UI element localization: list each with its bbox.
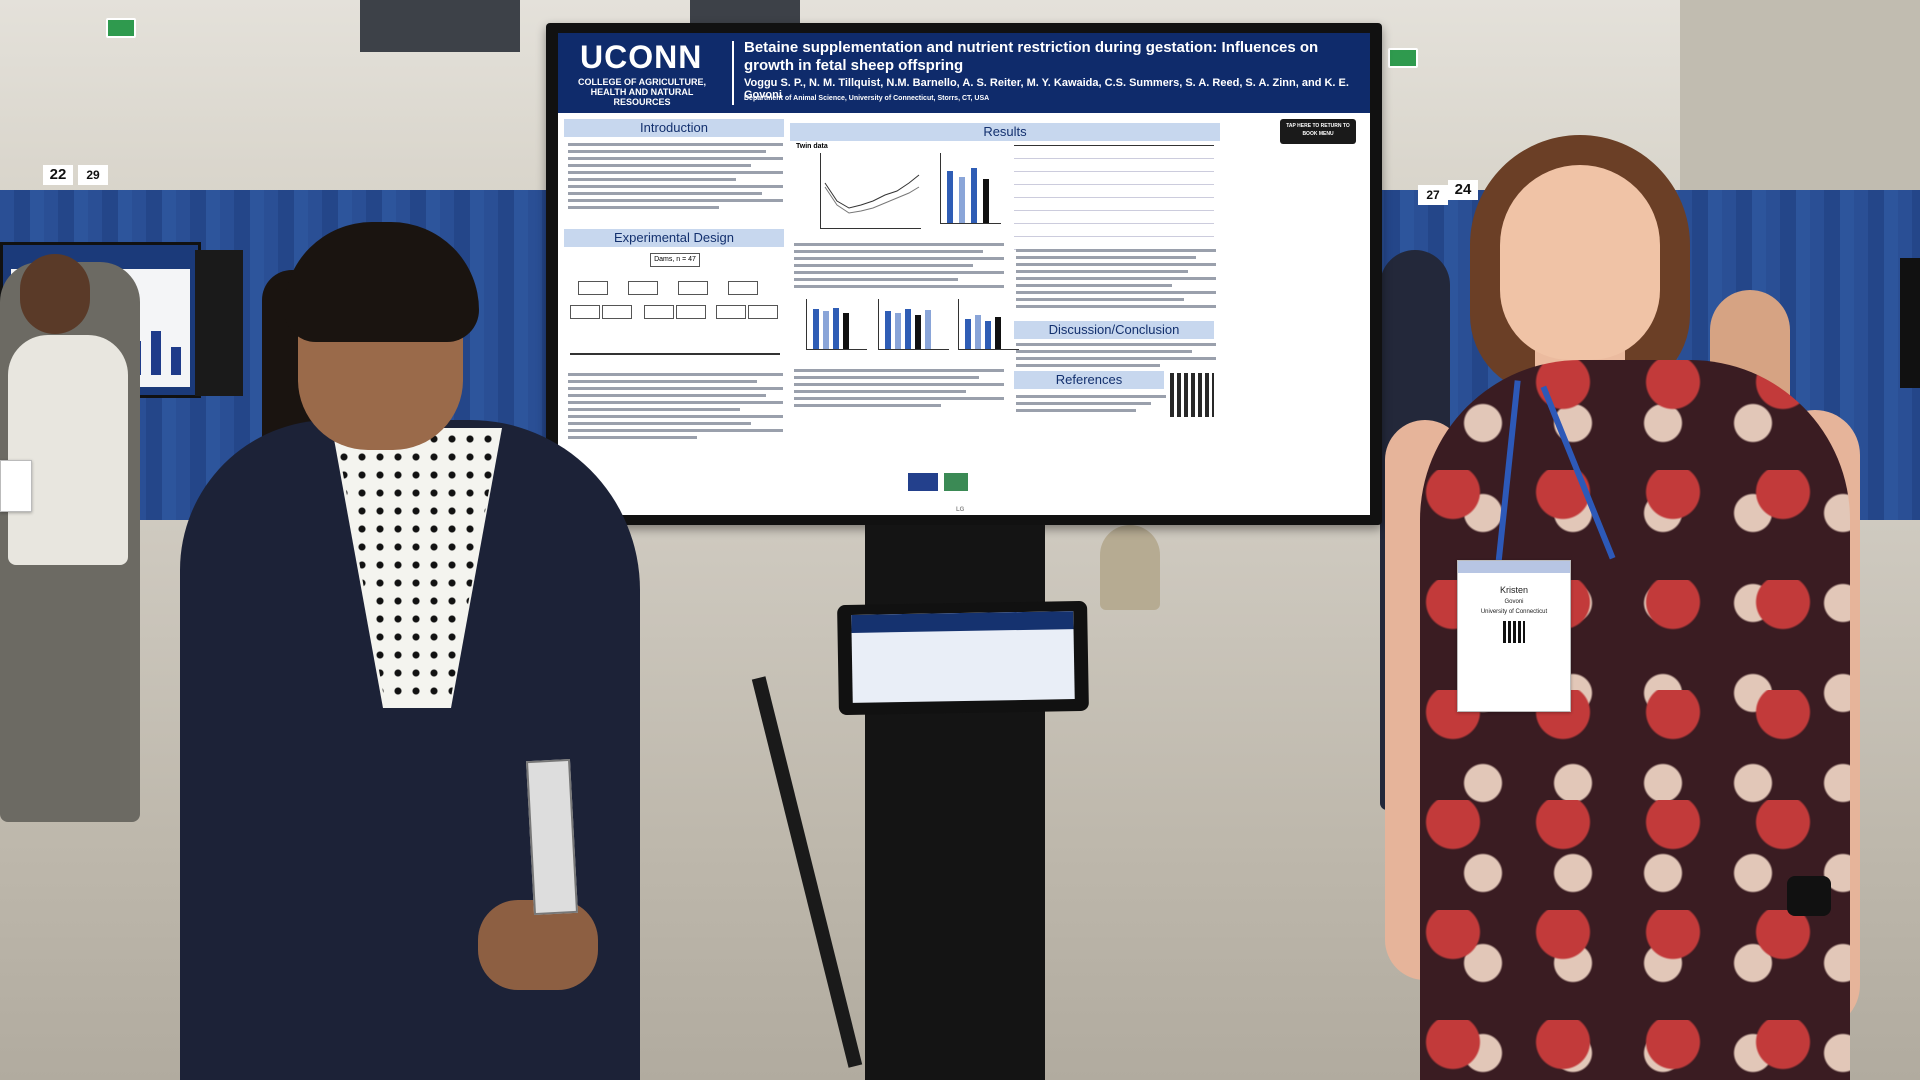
dams-box: Dams, n = 47 [650,253,700,267]
bar [983,179,989,223]
presenter-left-folder [526,758,578,916]
poster-department: Department of Animal Science, University… [744,95,990,102]
bar [833,308,839,349]
aisle-sign: 22 [43,165,73,185]
bar [905,309,911,349]
exit-sign [1388,48,1418,68]
exit-sign [106,18,136,38]
neighbor-monitor-back [195,250,243,396]
presenter-left-hair [284,222,479,342]
results-text [794,369,1004,411]
organ-bar-chart [806,299,867,350]
poster-logo: UCONN [580,39,703,75]
kiosk-header [851,611,1074,633]
bar [925,310,931,349]
background-person-head [20,254,90,334]
neighbor-monitor-right [1900,258,1920,388]
poster-college: COLLEGE OF AGRICULTURE, HEALTH AND NATUR… [578,77,706,107]
organ-bar-chart [958,299,1019,350]
results-heading: Results [790,123,1220,141]
poster-header: UCONN COLLEGE OF AGRICULTURE, HEALTH AND… [558,33,1370,113]
bar [915,315,921,349]
bar [843,313,849,349]
flow-box [644,305,674,319]
body-weight-line-chart [820,153,921,229]
flow-box [716,305,746,319]
experimental-design-heading: Experimental Design [564,229,784,247]
flow-box [728,281,758,295]
twin-data-label: Twin data [796,143,828,150]
hall-pillar [1680,0,1920,210]
name-badge-left-background [0,460,32,512]
badge-strip [1458,561,1570,573]
return-to-menu-button[interactable]: TAP HERE TO RETURN TO BOOK MENU [1280,119,1356,144]
timeline [570,353,780,355]
badge-first-name: Kristen [1499,585,1528,595]
presenter-right-dress [1420,360,1850,1080]
poster-title: Betaine supplementation and nutrient res… [744,39,1319,74]
introduction-heading: Introduction [564,119,784,137]
digital-poster[interactable]: UCONN COLLEGE OF AGRICULTURE, HEALTH AND… [558,33,1370,515]
aisle-sign: 27 [1418,185,1448,205]
series-line [824,174,920,209]
aisle-sign: 24 [1448,180,1478,200]
bar [947,171,953,223]
bar [823,311,829,349]
touch-kiosk [837,600,1089,716]
discussion-heading: Discussion/Conclusion [1014,321,1214,339]
bar [885,311,891,349]
bar [985,321,991,349]
bar [813,309,819,349]
introduction-text [568,143,783,213]
kiosk-screen[interactable] [851,611,1075,703]
bar [971,168,977,223]
results-table [1014,145,1214,250]
presenter-right-face [1500,165,1660,360]
header-divider [732,41,734,105]
flow-box [628,281,658,295]
table-caption-text [1016,249,1216,312]
bar [965,319,971,349]
badge-qr-code [1503,621,1525,643]
bar [995,317,1001,349]
station-logo [944,473,968,491]
presenter-left-hands [478,900,598,990]
hall-window [360,0,520,52]
background-person-legs [1100,525,1160,610]
poster-authors: Voggu S. P., N. M. Tillquist, N.M. Barne… [744,77,1349,101]
smartwatch-icon [1787,876,1831,916]
flow-box [678,281,708,295]
references-text [1016,395,1166,416]
organ-bar-chart [878,299,949,350]
badge-last-name: Govoni [1504,599,1524,605]
qr-code [1170,373,1214,417]
bar [975,315,981,349]
name-badge-right: Kristen Govoni University of Connecticut [1457,560,1571,712]
references-heading: References [1014,371,1164,389]
poster-monitor: UCONN COLLEGE OF AGRICULTURE, HEALTH AND… [546,23,1382,525]
aisle-sign: 29 [78,165,108,185]
badge-affiliation: University of Connecticut [1480,609,1548,615]
line-chart-svg [824,174,920,214]
discussion-text [1016,343,1216,371]
flow-box [602,305,632,319]
usda-logo [908,473,938,491]
bar [895,313,901,349]
total-weight-bar-chart [940,153,1001,224]
flow-box [676,305,706,319]
background-person-shirt [8,335,128,565]
bar [959,177,965,223]
results-text [794,243,1004,292]
flow-box [570,305,600,319]
flow-box [578,281,608,295]
series-line [824,186,920,214]
design-text [568,373,783,443]
monitor-brand: LG [956,507,965,513]
flow-box [748,305,778,319]
